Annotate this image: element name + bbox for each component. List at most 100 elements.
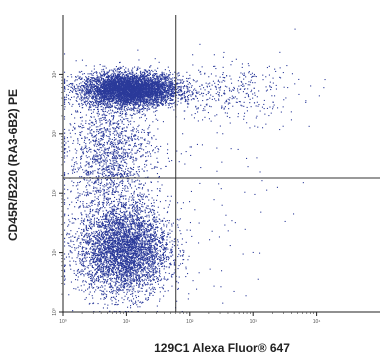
- event-dot: [127, 91, 129, 93]
- event-dot: [152, 101, 154, 103]
- event-dot: [159, 88, 161, 90]
- event-dot: [92, 97, 94, 99]
- event-dot: [121, 81, 123, 83]
- event-dot: [114, 89, 116, 91]
- event-dot: [147, 75, 149, 77]
- event-dot: [82, 89, 84, 91]
- event-dot: [151, 94, 153, 96]
- event-dot: [209, 97, 211, 99]
- event-dot: [126, 77, 128, 79]
- event-dot: [111, 76, 113, 78]
- event-dot: [153, 74, 155, 76]
- event-dot: [99, 91, 101, 93]
- event-dot: [79, 105, 81, 107]
- event-dot: [131, 81, 133, 83]
- event-dot: [85, 86, 87, 88]
- event-dot: [154, 78, 156, 80]
- event-dot: [172, 99, 174, 101]
- event-dot: [198, 91, 200, 93]
- event-dot: [135, 91, 137, 93]
- event-dot: [168, 74, 170, 76]
- event-dot: [163, 82, 165, 84]
- event-dot: [133, 84, 135, 86]
- event-dot: [162, 99, 164, 101]
- event-dot: [168, 104, 170, 106]
- event-dot: [126, 95, 128, 97]
- event-dot: [150, 93, 152, 95]
- event-dot: [107, 80, 109, 82]
- event-dot: [107, 77, 109, 79]
- event-dot: [133, 103, 135, 105]
- event-dot: [106, 90, 108, 92]
- event-dot: [103, 97, 105, 99]
- event-dot: [103, 84, 105, 86]
- event-dot: [69, 91, 71, 93]
- event-dot: [118, 93, 120, 95]
- event-dot: [121, 104, 123, 106]
- event-dot: [81, 104, 83, 106]
- event-dot: [91, 74, 93, 76]
- event-dot: [126, 96, 128, 98]
- event-dot: [124, 78, 126, 80]
- event-dot: [102, 87, 104, 89]
- event-dot: [104, 104, 106, 106]
- event-dot: [149, 88, 151, 90]
- event-dot: [192, 79, 194, 81]
- event-dot: [173, 95, 175, 97]
- event-dot: [116, 91, 118, 93]
- event-dot: [107, 104, 109, 106]
- event-dot: [80, 93, 82, 95]
- event-dot: [100, 78, 102, 80]
- event-dot: [104, 85, 106, 87]
- event-dot: [123, 77, 125, 79]
- event-dot: [88, 76, 90, 78]
- event-dot: [130, 109, 132, 111]
- event-dot: [139, 93, 141, 95]
- event-dot: [155, 84, 157, 86]
- event-dot: [64, 86, 66, 88]
- event-dot: [136, 103, 138, 105]
- event-dot: [180, 86, 182, 88]
- event-dot: [146, 98, 148, 100]
- event-dot: [117, 92, 119, 94]
- event-dot: [158, 88, 160, 90]
- event-dot: [152, 88, 154, 90]
- event-dot: [140, 70, 142, 72]
- event-dot: [126, 77, 128, 79]
- event-dot: [96, 76, 98, 78]
- event-dot: [144, 107, 146, 109]
- event-dot: [91, 78, 93, 80]
- event-dot: [98, 87, 100, 89]
- event-dot: [113, 79, 115, 81]
- event-dot: [125, 99, 127, 101]
- event-dot: [109, 83, 111, 85]
- event-dot: [112, 87, 114, 89]
- event-dot: [155, 110, 157, 112]
- event-dot: [145, 91, 147, 93]
- event-dot: [143, 74, 145, 76]
- event-dot: [112, 100, 114, 102]
- event-dot: [116, 77, 118, 79]
- event-dot: [75, 76, 77, 78]
- event-dot: [118, 75, 120, 77]
- event-dot: [132, 99, 134, 101]
- event-dot: [92, 87, 94, 89]
- event-dot: [159, 80, 161, 82]
- event-dot: [158, 105, 160, 107]
- event-dot: [136, 84, 138, 86]
- event-dot: [140, 76, 142, 78]
- event-dot: [195, 91, 197, 93]
- event-dot: [133, 74, 135, 76]
- event-dot: [157, 67, 159, 69]
- event-dot: [97, 106, 99, 108]
- event-dot: [150, 93, 152, 95]
- event-dot: [184, 110, 186, 112]
- event-dot: [165, 77, 167, 79]
- event-dot: [156, 100, 158, 102]
- event-dot: [147, 93, 149, 95]
- event-dot: [118, 71, 120, 73]
- event-dot: [142, 108, 144, 110]
- event-dot: [140, 98, 142, 100]
- event-dot: [162, 83, 164, 85]
- event-dot: [146, 86, 148, 88]
